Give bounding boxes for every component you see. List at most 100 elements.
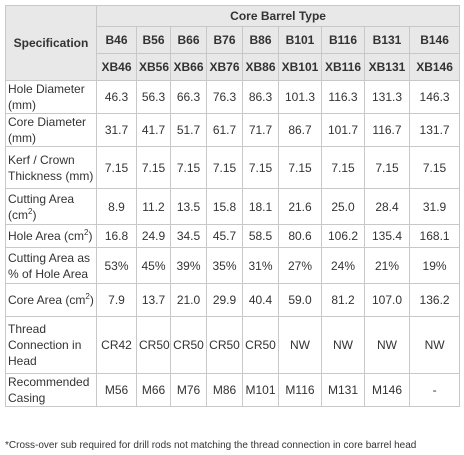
table-cell: 86.3 (242, 80, 279, 114)
table-row: Cutting Area as % of Hole Area 53% 45% 39% 3… (5, 247, 461, 284)
table-cell: 7.15 (364, 146, 410, 189)
table-cell: 107.0 (364, 283, 410, 317)
model-row-xb: XB46 XB56 XB66 XB76 XB86 XB101 XB116 XB1… (6, 53, 461, 81)
table-cell: 7.15 (242, 146, 279, 189)
table-cell: CR50 (170, 316, 207, 374)
table-cell: 7.9 (96, 283, 137, 317)
table-cell: 7.15 (321, 146, 365, 189)
table-cell: 7.15 (170, 146, 207, 189)
table-cell: CR42 (96, 316, 137, 374)
header-row-group: Specification Core Barrel Type (5, 5, 461, 81)
table-row: Hole Area (cm2) 16.8 24.9 34.5 45.7 58.5 80.6 1… (5, 224, 461, 248)
table-cell: 24.9 (136, 224, 171, 248)
table-row: Thread Connection in Head CR42 CR50 CR50 CR5… (5, 316, 461, 374)
table-cell: 31.7 (96, 113, 137, 147)
row-label: Core Diameter (mm) (5, 113, 97, 147)
table-cell: NW (408, 316, 461, 374)
table-cell: 116.3 (321, 80, 365, 114)
table-cell: 25.0 (321, 188, 365, 225)
table-cell: 136.2 (408, 283, 461, 317)
table-cell: CR50 (206, 316, 243, 374)
table-cell: 27% (278, 247, 322, 284)
table-cell: M76 (170, 373, 207, 407)
table-cell: 51.7 (170, 113, 207, 147)
data-rows: Hole Diameter (mm) 46.3 56.3 66.3 76.3 86.3 10… (5, 80, 461, 407)
table-cell: 131.3 (364, 80, 410, 114)
table-cell: 28.4 (364, 188, 410, 225)
table-cell: 13.5 (170, 188, 207, 225)
table-cell: 101.3 (278, 80, 322, 114)
table-cell: 15.8 (206, 188, 243, 225)
table-cell: 46.3 (96, 80, 137, 114)
row-label: Hole Area (cm2) (5, 224, 97, 248)
model-header-b: B101 (278, 26, 322, 54)
table-cell: CR50 (242, 316, 279, 374)
table-cell: 39% (170, 247, 207, 284)
row-label: Thread Connection in Head (5, 316, 97, 374)
table-cell: M116 (278, 373, 322, 407)
table-cell: 58.5 (242, 224, 279, 248)
table-cell: 106.2 (321, 224, 365, 248)
table-cell: 81.2 (321, 283, 365, 317)
table-cell: NW (321, 316, 365, 374)
table-cell: 16.8 (96, 224, 137, 248)
table-cell: 168.1 (408, 224, 461, 248)
footnote: *Cross-over sub required for drill rods … (5, 440, 417, 451)
table-cell: 116.7 (364, 113, 410, 147)
table-cell: 61.7 (206, 113, 243, 147)
row-label: Kerf / Crown Thickness (mm) (5, 146, 97, 189)
table-cell: 7.15 (96, 146, 137, 189)
table-cell: 45.7 (206, 224, 243, 248)
table-cell: 8.9 (96, 188, 137, 225)
table-cell: 31% (242, 247, 279, 284)
model-header-b: B131 (364, 26, 410, 54)
model-header-b: B56 (136, 26, 171, 54)
table-cell: 86.7 (278, 113, 322, 147)
table-cell: 80.6 (278, 224, 322, 248)
model-header-b: B76 (206, 26, 243, 54)
table-cell: 40.4 (242, 283, 279, 317)
table-cell: 21% (364, 247, 410, 284)
table-cell: 76.3 (206, 80, 243, 114)
table-row: Kerf / Crown Thickness (mm) 7.15 7.15 7.15 7… (5, 146, 461, 189)
table-cell: 135.4 (364, 224, 410, 248)
row-label: Cutting Area as % of Hole Area (5, 247, 97, 284)
table-row: Recommended Casing M56 M66 M76 M86 M101 M116 M1… (5, 373, 461, 407)
table-row: Cutting Area (cm2) 8.9 11.2 13.5 15.8 18.1 21.… (5, 188, 461, 225)
model-header-xb: XB66 (170, 53, 207, 81)
row-label: Cutting Area (cm2) (5, 188, 97, 225)
specification-header: Specification (5, 5, 97, 81)
model-header-b: B146 (408, 26, 461, 54)
row-label: Core Area (cm2) (5, 283, 97, 317)
table-cell: 7.15 (206, 146, 243, 189)
table-cell: 45% (136, 247, 171, 284)
table-cell: 53% (96, 247, 137, 284)
table-cell: 24% (321, 247, 365, 284)
model-header-xb: XB116 (321, 53, 365, 81)
model-header-xb: XB146 (408, 53, 461, 81)
table-cell: 34.5 (170, 224, 207, 248)
table-cell: 19% (408, 247, 461, 284)
table-cell: 101.7 (321, 113, 365, 147)
model-header-xb: XB76 (206, 53, 243, 81)
model-header-xb: XB46 (96, 53, 137, 81)
core-barrel-spec-table: Specification Core Barrel Type B46 B56 B… (5, 5, 461, 407)
table-cell: M56 (96, 373, 137, 407)
table-cell: M146 (364, 373, 410, 407)
table-cell: 21.6 (278, 188, 322, 225)
table-cell: 146.3 (408, 80, 461, 114)
table-cell: 35% (206, 247, 243, 284)
table-cell: M101 (242, 373, 279, 407)
table-cell: 7.15 (408, 146, 461, 189)
row-label: Hole Diameter (mm) (5, 80, 97, 114)
table-body: Specification Core Barrel Type B46 B56 B… (5, 5, 461, 81)
table-cell: 66.3 (170, 80, 207, 114)
table-row: Core Area (cm2) 7.9 13.7 21.0 29.9 40.4 59.0 81… (5, 283, 461, 317)
table-cell: 7.15 (136, 146, 171, 189)
table-cell: NW (278, 316, 322, 374)
table-cell: 131.7 (408, 113, 461, 147)
table-cell: - (408, 373, 461, 407)
row-label: Recommended Casing (5, 373, 97, 407)
table-row: Hole Diameter (mm) 46.3 56.3 66.3 76.3 86.3 10… (5, 80, 461, 114)
